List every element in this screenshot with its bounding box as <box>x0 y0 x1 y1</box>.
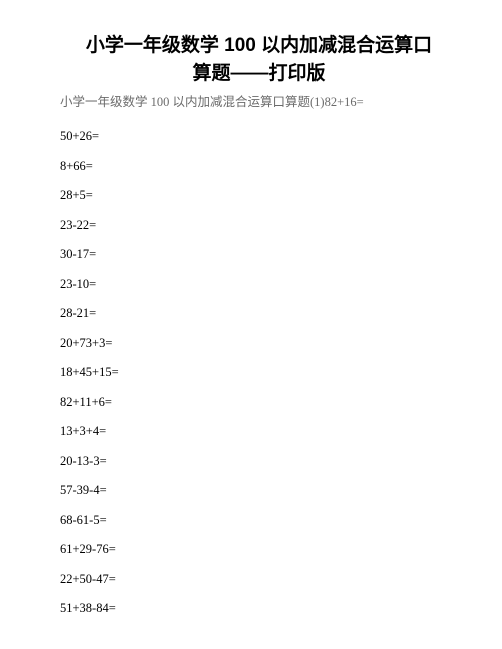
problem-list: 50+26=8+66=28+5=23-22=30-17=23-10=28-21=… <box>60 122 458 624</box>
problem-item: 22+50-47= <box>60 564 458 594</box>
problem-item: 57-39-4= <box>60 476 458 506</box>
title-line-2: 算题――打印版 <box>192 63 325 84</box>
problem-item: 18+45+15= <box>60 358 458 388</box>
problem-item: 13+3+4= <box>60 417 458 447</box>
problem-item: 28-21= <box>60 299 458 329</box>
problem-item: 20-13-3= <box>60 446 458 476</box>
problem-item: 68-61-5= <box>60 505 458 535</box>
problem-item: 51+38-84= <box>60 594 458 624</box>
problem-item: 61+29-76= <box>60 535 458 565</box>
document-page: 小学一年级数学 100 以内加减混合运算口 算题――打印版 小学一年级数学 10… <box>0 0 502 623</box>
problem-item: 28+5= <box>60 181 458 211</box>
problem-item: 30-17= <box>60 240 458 270</box>
problem-item: 50+26= <box>60 122 458 152</box>
problem-item: 23-10= <box>60 269 458 299</box>
problem-item: 20+73+3= <box>60 328 458 358</box>
problem-item: 23-22= <box>60 210 458 240</box>
problem-item: 8+66= <box>60 151 458 181</box>
problem-item: 82+11+6= <box>60 387 458 417</box>
document-subtitle: 小学一年级数学 100 以内加减混合运算口算题(1)82+16= <box>60 93 458 112</box>
title-line-1: 小学一年级数学 100 以内加减混合运算口 <box>86 35 432 56</box>
document-title: 小学一年级数学 100 以内加减混合运算口 算题――打印版 <box>60 32 458 87</box>
